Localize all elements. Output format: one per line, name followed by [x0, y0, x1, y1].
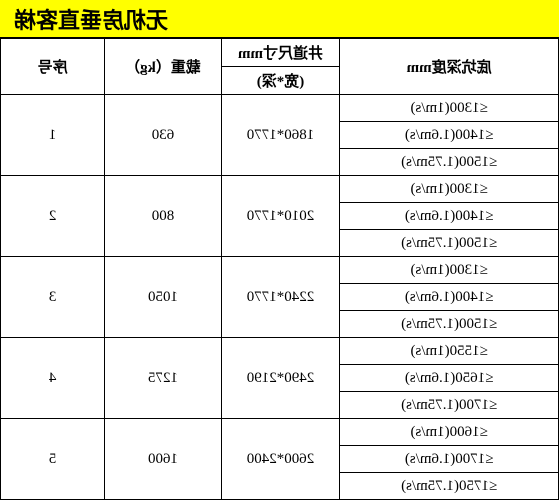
cell-shaft: 2490*2190: [221, 338, 340, 419]
cell-load: 1275: [105, 338, 222, 419]
header-seq: 序号: [1, 39, 105, 95]
cell-depth: ≤1600(1m/s): [340, 419, 559, 446]
title-bar: 无机房垂直客梯: [0, 0, 559, 38]
table-row: ≤1300(1m/s)1860*17706301: [1, 95, 559, 122]
cell-depth: ≤1700(1.6m/s): [340, 446, 559, 473]
cell-load: 1600: [105, 419, 222, 500]
cell-depth: ≤1700(1.75m/s): [340, 392, 559, 419]
table-row: ≤1550(1m/s)2490*219012754: [1, 338, 559, 365]
cell-depth: ≤1300(1m/s): [340, 257, 559, 284]
cell-depth: ≤1500(1.75m/s): [340, 230, 559, 257]
header-shaft: 井道尺寸mm: [221, 39, 340, 67]
cell-depth: ≤1500(1.75m/s): [340, 311, 559, 338]
cell-shaft: 2240*1770: [221, 257, 340, 338]
cell-load: 800: [105, 176, 222, 257]
cell-depth: ≤1300(1m/s): [340, 176, 559, 203]
cell-depth: ≤1500(1.75m/s): [340, 149, 559, 176]
cell-shaft: 2010*1770: [221, 176, 340, 257]
cell-load: 1050: [105, 257, 222, 338]
cell-seq: 2: [1, 176, 105, 257]
cell-seq: 3: [1, 257, 105, 338]
header-shaft-sub: (宽*深): [221, 67, 340, 95]
table-body: ≤1300(1m/s)1860*17706301≤1400(1.6m/s)≤15…: [1, 95, 559, 500]
cell-depth: ≤1400(1.6m/s): [340, 122, 559, 149]
cell-shaft: 1860*1770: [221, 95, 340, 176]
cell-depth: ≤1400(1.6m/s): [340, 284, 559, 311]
table-row: ≤1600(1m/s)2600*240016005: [1, 419, 559, 446]
cell-depth: ≤1550(1m/s): [340, 338, 559, 365]
spec-table: 底坑深度mm 井道尺寸mm 载重（kg） 序号 (宽*深) ≤1300(1m/s…: [0, 38, 559, 500]
header-load: 载重（kg）: [105, 39, 222, 95]
cell-load: 630: [105, 95, 222, 176]
cell-depth: ≤1400(1.6m/s): [340, 203, 559, 230]
cell-depth: ≤1650(1.6m/s): [340, 365, 559, 392]
header-row-1: 底坑深度mm 井道尺寸mm 载重（kg） 序号: [1, 39, 559, 67]
cell-depth: ≤1750(1.75m/s): [340, 473, 559, 500]
table-row: ≤1300(1m/s)2240*177010503: [1, 257, 559, 284]
cell-depth: ≤1300(1m/s): [340, 95, 559, 122]
table-row: ≤1300(1m/s)2010*17708002: [1, 176, 559, 203]
cell-seq: 1: [1, 95, 105, 176]
cell-seq: 5: [1, 419, 105, 500]
header-depth: 底坑深度mm: [340, 39, 559, 95]
cell-seq: 4: [1, 338, 105, 419]
cell-shaft: 2600*2400: [221, 419, 340, 500]
page-title: 无机房垂直客梯: [14, 3, 168, 35]
